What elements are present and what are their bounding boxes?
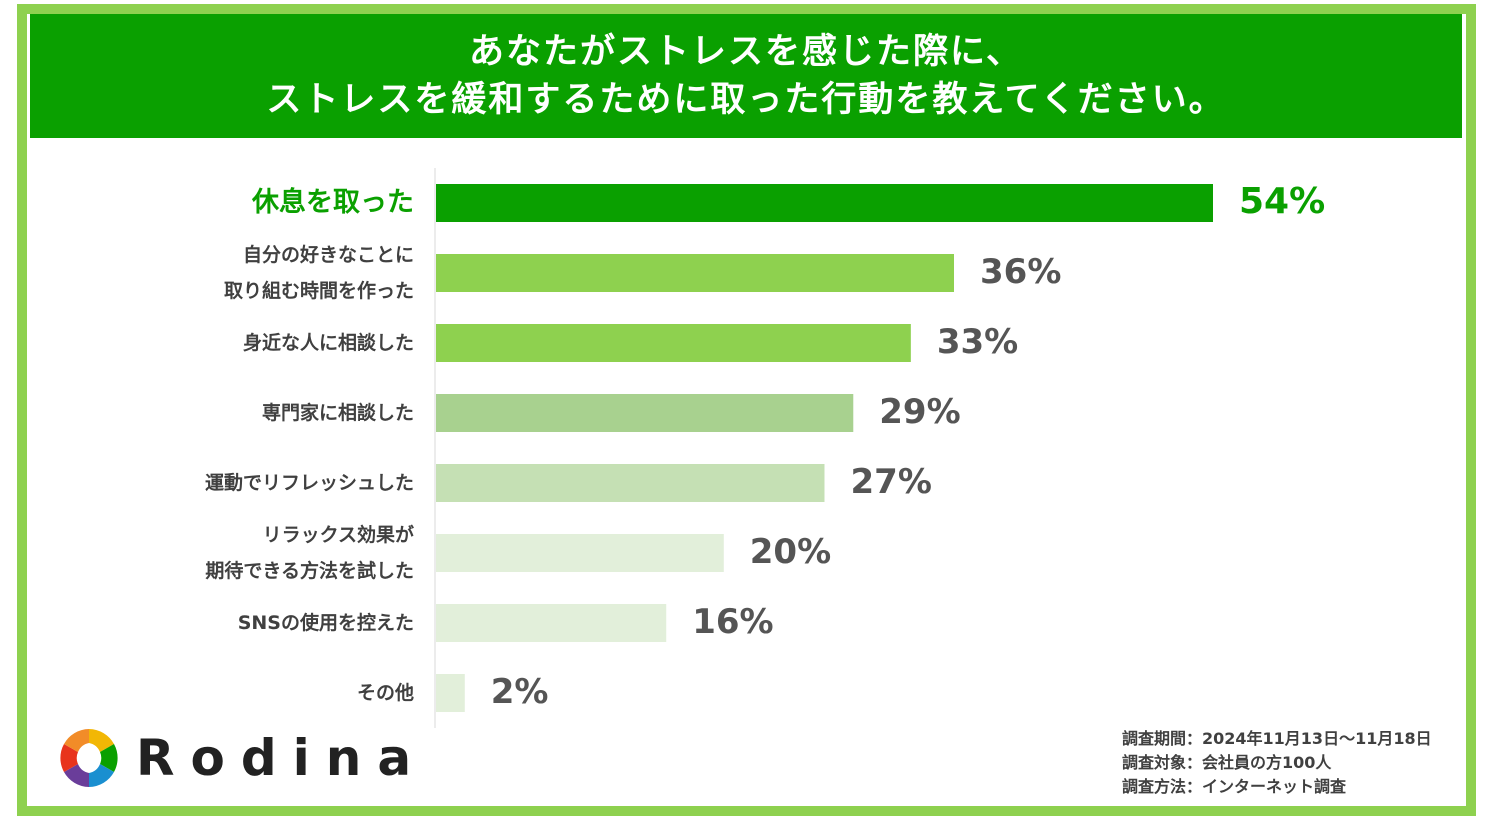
title-line-1: あなたがストレスを感じた際に、 xyxy=(469,32,1023,72)
value-label-2: 36% xyxy=(980,252,1062,292)
category-label-6: リラックス効果が期待できる方法を試した xyxy=(205,517,414,589)
survey-period: 調査期間：2024年11月13日～11月18日 xyxy=(1122,729,1432,748)
bar-5 xyxy=(436,464,825,502)
survey-target: 調査対象：会社員の方100人 xyxy=(1122,753,1332,772)
bar-2 xyxy=(436,254,954,292)
rodina-logo: Rodina xyxy=(58,727,427,789)
value-label-7: 16% xyxy=(692,602,774,642)
value-label-4: 29% xyxy=(879,392,961,432)
category-label-1: 休息を取った xyxy=(252,185,414,221)
category-label-7: SNSの使用を控えた xyxy=(238,605,414,641)
bar-1 xyxy=(436,184,1213,222)
category-label-line: 自分の好きなことに xyxy=(242,244,414,266)
category-label-line: SNSの使用を控えた xyxy=(237,612,414,634)
bar-4 xyxy=(436,394,854,432)
value-label-1: 54% xyxy=(1239,181,1326,222)
category-label-8: その他 xyxy=(357,675,414,711)
value-label-5: 27% xyxy=(850,462,932,502)
title-banner: あなたがストレスを感じた際に、 ストレスを緩和するために取った行動を教えてくださ… xyxy=(30,14,1462,138)
category-label-line: その他 xyxy=(356,682,414,704)
bar-6 xyxy=(436,534,724,572)
bar-8 xyxy=(436,674,465,712)
bar-3 xyxy=(436,324,911,362)
category-label-5: 運動でリフレッシュした xyxy=(205,465,414,501)
bar-7 xyxy=(436,604,667,642)
category-label-4: 専門家に相談した xyxy=(262,395,414,431)
category-label-line: リラックス効果が xyxy=(262,524,414,546)
value-label-3: 33% xyxy=(936,322,1019,362)
logo-text: Rodina xyxy=(136,729,428,787)
value-label-8: 2% xyxy=(490,672,549,712)
category-label-line: 運動でリフレッシュした xyxy=(204,472,414,494)
category-label-line: 休息を取った xyxy=(252,187,414,218)
survey-info: 調査期間：2024年11月13日～11月18日 調査対象：会社員の方100人 調… xyxy=(1122,727,1432,799)
category-label-3: 身近な人に相談した xyxy=(243,325,414,361)
survey-method: 調査方法：インターネット調査 xyxy=(1122,777,1347,796)
logo-mark-icon xyxy=(60,729,118,787)
category-label-2: 自分の好きなことに取り組む時間を作った xyxy=(224,237,414,309)
category-label-line: 身近な人に相談した xyxy=(242,332,414,354)
category-label-line: 取り組む時間を作った xyxy=(223,280,414,302)
value-label-6: 20% xyxy=(749,532,832,572)
category-label-line: 期待できる方法を試した xyxy=(205,560,414,582)
category-label-line: 専門家に相談した xyxy=(261,402,414,424)
title-line-2: ストレスを緩和するために取った行動を教えてください。 xyxy=(266,80,1226,120)
